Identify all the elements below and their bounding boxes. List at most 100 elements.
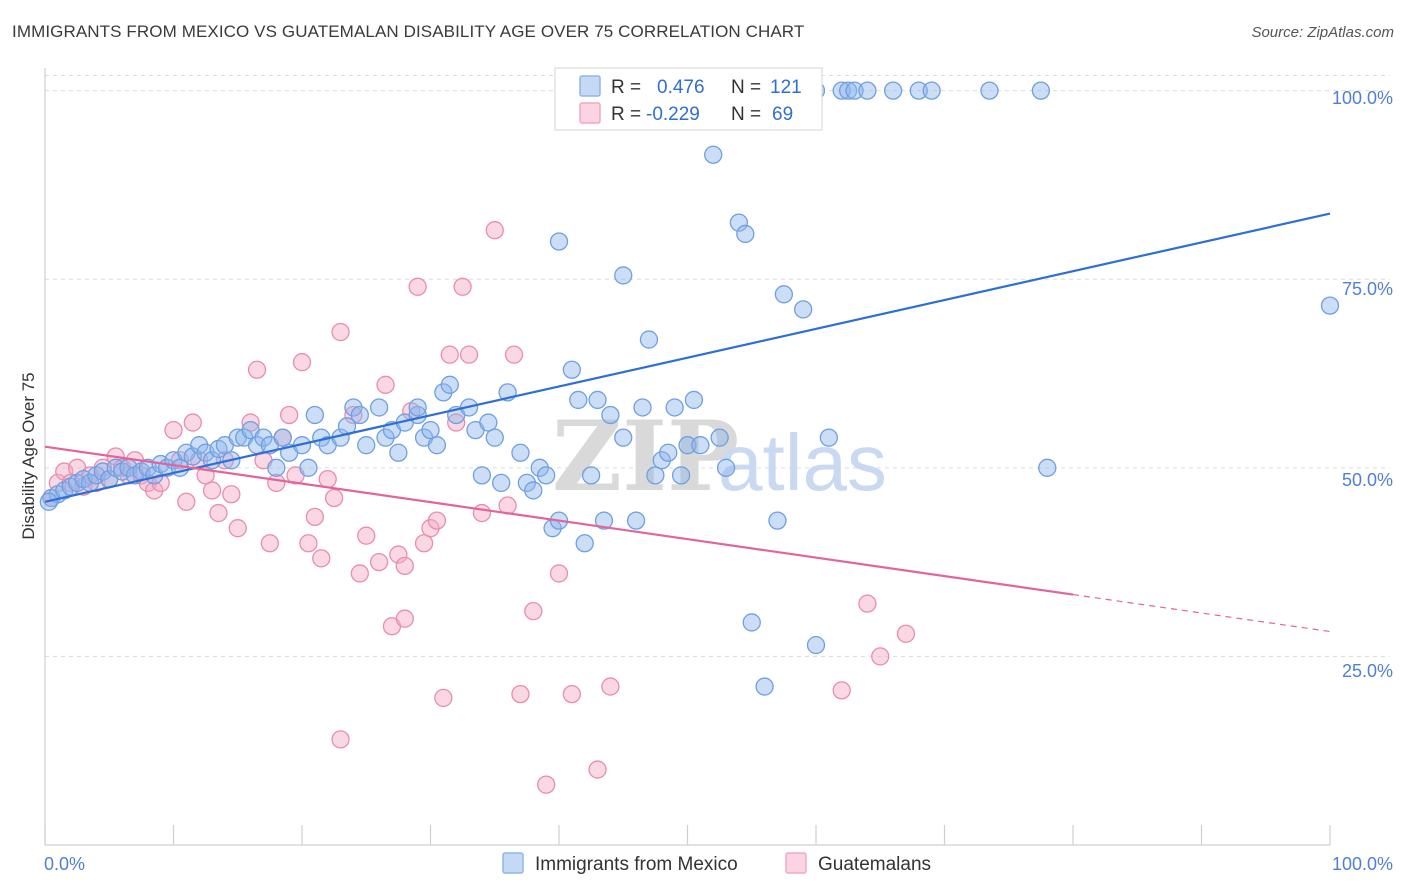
data-point-guatemalans <box>145 481 164 500</box>
data-point-guatemalans <box>871 647 890 666</box>
data-point-guatemalans <box>202 481 222 500</box>
bottom-legend-label-mexico: Immigrants from Mexico <box>535 854 738 875</box>
data-point-mexico <box>511 443 530 462</box>
data-point-mexico <box>299 458 318 477</box>
y-tick-label: 25.0% <box>1342 661 1393 681</box>
data-point-guatemalans <box>511 684 530 704</box>
data-point-mexico <box>408 398 427 417</box>
data-point-mexico <box>344 398 363 417</box>
data-point-guatemalans <box>350 564 369 583</box>
trend-line-guatemalans <box>44 445 1074 596</box>
data-point-guatemalans <box>183 413 202 432</box>
data-point-mexico <box>524 481 543 500</box>
x-tick-label-max: 100.0% <box>1332 854 1393 874</box>
data-point-mexico <box>858 81 877 100</box>
data-point-mexico <box>549 232 569 251</box>
data-point-mexico <box>537 466 556 485</box>
legend-r-value-guatemala: -0.229 <box>646 104 700 125</box>
data-point-guatemalans <box>369 552 389 572</box>
data-point-mexico <box>845 81 864 100</box>
data-point-mexico <box>922 81 941 100</box>
data-point-mexico <box>626 511 646 530</box>
data-point-guatemalans <box>357 526 376 545</box>
data-point-mexico <box>369 398 389 417</box>
data-point-mexico <box>909 81 928 100</box>
data-point-mexico <box>729 213 749 232</box>
watermark-zip: ZIP <box>552 400 739 513</box>
data-point-mexico <box>716 458 736 477</box>
y-tick-label: 75.0% <box>1342 279 1393 299</box>
chart-title: IMMIGRANTS FROM MEXICO VS GUATEMALAN DIS… <box>12 22 805 41</box>
series-mexico <box>39 81 1340 696</box>
data-point-mexico <box>684 390 704 410</box>
data-point-mexico <box>646 466 665 485</box>
data-point-guatemalans <box>562 684 581 704</box>
data-point-mexico <box>485 428 504 447</box>
data-point-guatemalans <box>247 360 267 379</box>
data-point-mexico <box>594 511 614 530</box>
bottom-legend-swatch-guatemala <box>785 852 807 874</box>
data-point-guatemalans <box>389 545 408 564</box>
data-point-mexico <box>806 635 826 655</box>
data-point-guatemalans <box>222 485 241 504</box>
data-point-mexico <box>427 436 447 455</box>
data-point-mexico <box>691 436 710 455</box>
data-point-mexico <box>883 81 903 100</box>
data-point-mexico <box>273 428 292 447</box>
data-point-mexico <box>755 677 774 696</box>
y-tick-label: 50.0% <box>1342 470 1393 490</box>
bottom-legend-label-guatemala: Guatemalans <box>818 854 931 875</box>
data-point-mexico <box>736 224 755 244</box>
data-point-mexico <box>517 473 537 493</box>
data-point-guatemalans <box>601 677 620 696</box>
data-point-mexico <box>1320 296 1340 315</box>
data-point-guatemalans <box>292 353 312 372</box>
data-point-mexico <box>710 428 729 447</box>
bottom-legend-swatch-mexico <box>502 852 524 874</box>
source-label: Source: ZipAtlas.com <box>1251 24 1394 41</box>
trend-lines <box>44 212 1331 633</box>
data-point-mexico <box>305 405 325 425</box>
data-point-mexico <box>774 285 794 304</box>
data-point-mexico <box>569 390 588 410</box>
legend-n-label: N = <box>731 77 761 98</box>
watermark: ZIP atlas <box>552 400 887 513</box>
data-point-guatemalans <box>299 534 318 553</box>
data-point-mexico <box>267 458 286 477</box>
data-point-mexico <box>530 458 549 477</box>
data-point-mexico <box>434 383 453 402</box>
legend-swatch-mexico <box>579 75 601 97</box>
data-point-mexico <box>639 330 659 349</box>
watermark-atlas: atlas <box>718 418 887 507</box>
data-point-guatemalans <box>177 492 196 511</box>
stats-legend: R = 0.476 N = 121 R = -0.229 N = 69 <box>554 67 823 131</box>
legend-r-label: R = <box>611 77 641 98</box>
data-point-guatemalans <box>524 601 543 621</box>
data-point-guatemalans <box>434 688 453 708</box>
data-point-guatemalans <box>318 469 337 489</box>
data-point-guatemalans <box>279 405 299 425</box>
data-point-mexico <box>190 436 209 455</box>
data-point-mexico <box>479 413 498 432</box>
data-point-mexico <box>575 534 594 553</box>
data-point-mexico <box>980 81 999 100</box>
data-point-guatemalans <box>151 473 170 493</box>
data-point-guatemalans <box>209 503 228 523</box>
data-point-mexico <box>633 398 652 417</box>
data-point-mexico <box>421 420 440 440</box>
data-point-mexico <box>472 466 492 485</box>
data-point-guatemalans <box>260 534 280 553</box>
data-point-guatemalans <box>414 534 434 553</box>
data-point-guatemalans <box>312 549 331 568</box>
legend-n-label: N = <box>731 104 761 125</box>
data-point-mexico <box>768 511 787 530</box>
data-point-guatemalans <box>427 511 447 530</box>
data-point-mexico <box>614 266 633 285</box>
x-axis-ticks <box>44 825 1331 845</box>
data-point-guatemalans <box>858 594 877 613</box>
data-point-mexico <box>838 81 858 100</box>
data-point-mexico <box>665 398 684 417</box>
data-point-mexico <box>440 375 459 394</box>
data-point-mexico <box>819 428 838 447</box>
data-point-mexico <box>1031 81 1051 100</box>
